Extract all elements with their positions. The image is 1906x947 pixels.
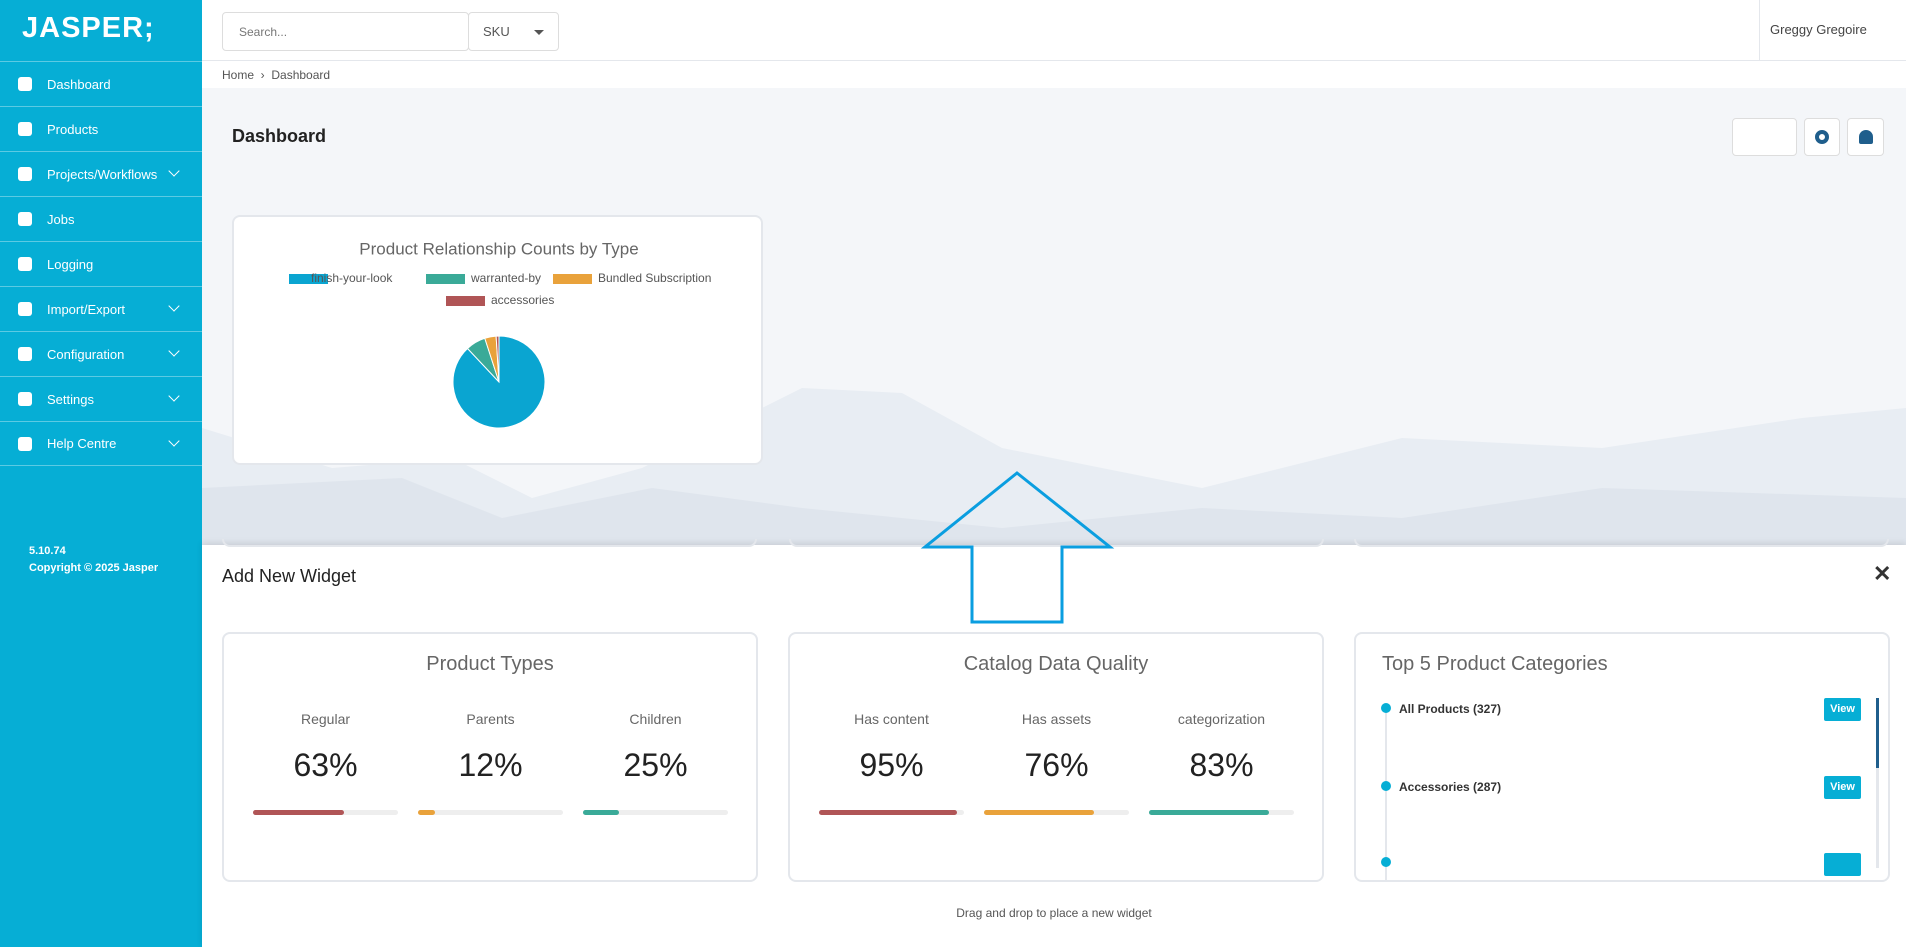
view-button[interactable]: View	[1824, 698, 1861, 721]
nav-item[interactable]: Import/Export	[0, 286, 202, 331]
legend-label: warranted-by	[470, 271, 541, 285]
search-scope[interactable]: SKU	[468, 12, 559, 51]
view-select[interactable]	[1732, 118, 1797, 156]
metric-value: 76%	[1024, 747, 1089, 783]
metric-value: 25%	[623, 747, 688, 783]
legend-swatch	[553, 274, 592, 284]
close-button[interactable]: ✕	[1873, 561, 1892, 586]
notifications-button[interactable]	[1847, 118, 1884, 156]
progress-track	[583, 810, 728, 815]
category-item: All Products (327)	[1399, 702, 1502, 716]
nav-item[interactable]: Configuration	[0, 331, 202, 376]
progress-bar	[984, 810, 1095, 815]
mountains	[202, 388, 1906, 548]
header: Search... SKU Greggy Gregoire	[202, 0, 1906, 61]
progress-bar	[819, 810, 957, 815]
metric-label: Regular	[300, 711, 351, 727]
legend-swatch	[289, 274, 328, 284]
scrollbar[interactable]	[1876, 698, 1879, 768]
card-title: Product Types	[426, 653, 554, 675]
user-menu[interactable]: Greggy Gregoire	[1770, 22, 1867, 37]
pie-chart: Product Relationship Counts by Type fini…	[289, 239, 711, 429]
page-title: Dashboard	[232, 126, 327, 146]
card-title: Catalog Data Quality	[963, 653, 1149, 675]
metric-label: Children	[629, 711, 682, 727]
pie-slice	[495, 335, 500, 383]
widget: Product Relationship Counts by Type fini…	[232, 215, 763, 465]
metric-label: Has assets	[1021, 711, 1092, 727]
sidebar: JASPER; Dashboard Products Projects/Work…	[0, 0, 202, 947]
copyright: Copyright © 2025 Jasper	[29, 562, 159, 574]
metric-label: categorization	[1177, 711, 1266, 727]
nav-item[interactable]: Jobs	[0, 196, 202, 241]
nav-item[interactable]: Dashboard	[0, 61, 202, 106]
crumb[interactable]: Home	[222, 68, 255, 82]
nav-item[interactable]: Products	[0, 106, 202, 151]
breadcrumb: Home › Dashboard	[202, 61, 1906, 88]
legend-swatch	[446, 296, 485, 306]
card-title: Top 5 Product Categories	[1382, 653, 1608, 675]
logo[interactable]: JASPER;	[22, 12, 155, 44]
view-button[interactable]: View	[1824, 776, 1861, 799]
metric-value: 95%	[859, 747, 924, 783]
hint: Drag and drop to place a new widget	[956, 906, 1152, 920]
nav-item[interactable]: Help Centre	[0, 421, 202, 466]
nav-item[interactable]: Settings	[0, 376, 202, 421]
search-input[interactable]: Search...	[222, 12, 469, 51]
category-item: Accessories (287)	[1399, 780, 1502, 794]
chart-title: Product Relationship Counts by Type	[359, 239, 638, 258]
metric-value: 12%	[458, 747, 523, 783]
metric-label: Parents	[466, 711, 515, 727]
crumb: Dashboard	[271, 68, 331, 82]
legend-label: finish-your-look	[311, 271, 393, 285]
progress-bar	[1149, 810, 1270, 815]
settings-button[interactable]	[1804, 118, 1840, 156]
legend-label: accessories	[491, 293, 554, 307]
progress-bar	[583, 810, 620, 815]
widget-card[interactable]: Product Types Regular 63% Parents 12% Childre…	[222, 632, 758, 882]
legend-label: Bundled Subscription	[598, 271, 711, 285]
nav-item[interactable]: Projects/Workflows	[0, 151, 202, 196]
progress-track	[418, 810, 563, 815]
widget-card[interactable]: Top 5 Product Categories All Products (3…	[1354, 632, 1890, 882]
version: 5.10.74	[29, 545, 66, 557]
progress-bar	[418, 810, 436, 815]
nav-item[interactable]: Logging	[0, 241, 202, 286]
legend-swatch	[426, 274, 465, 284]
metric-value: 83%	[1189, 747, 1254, 783]
widget-card[interactable]: Catalog Data Quality Has content 95% Has as…	[788, 632, 1324, 882]
metric-value: 63%	[293, 747, 358, 783]
drag-arrow	[920, 471, 1115, 624]
metric-label: Has content	[854, 711, 929, 727]
progress-bar	[253, 810, 345, 815]
panel-title: Add New Widget	[222, 566, 357, 586]
